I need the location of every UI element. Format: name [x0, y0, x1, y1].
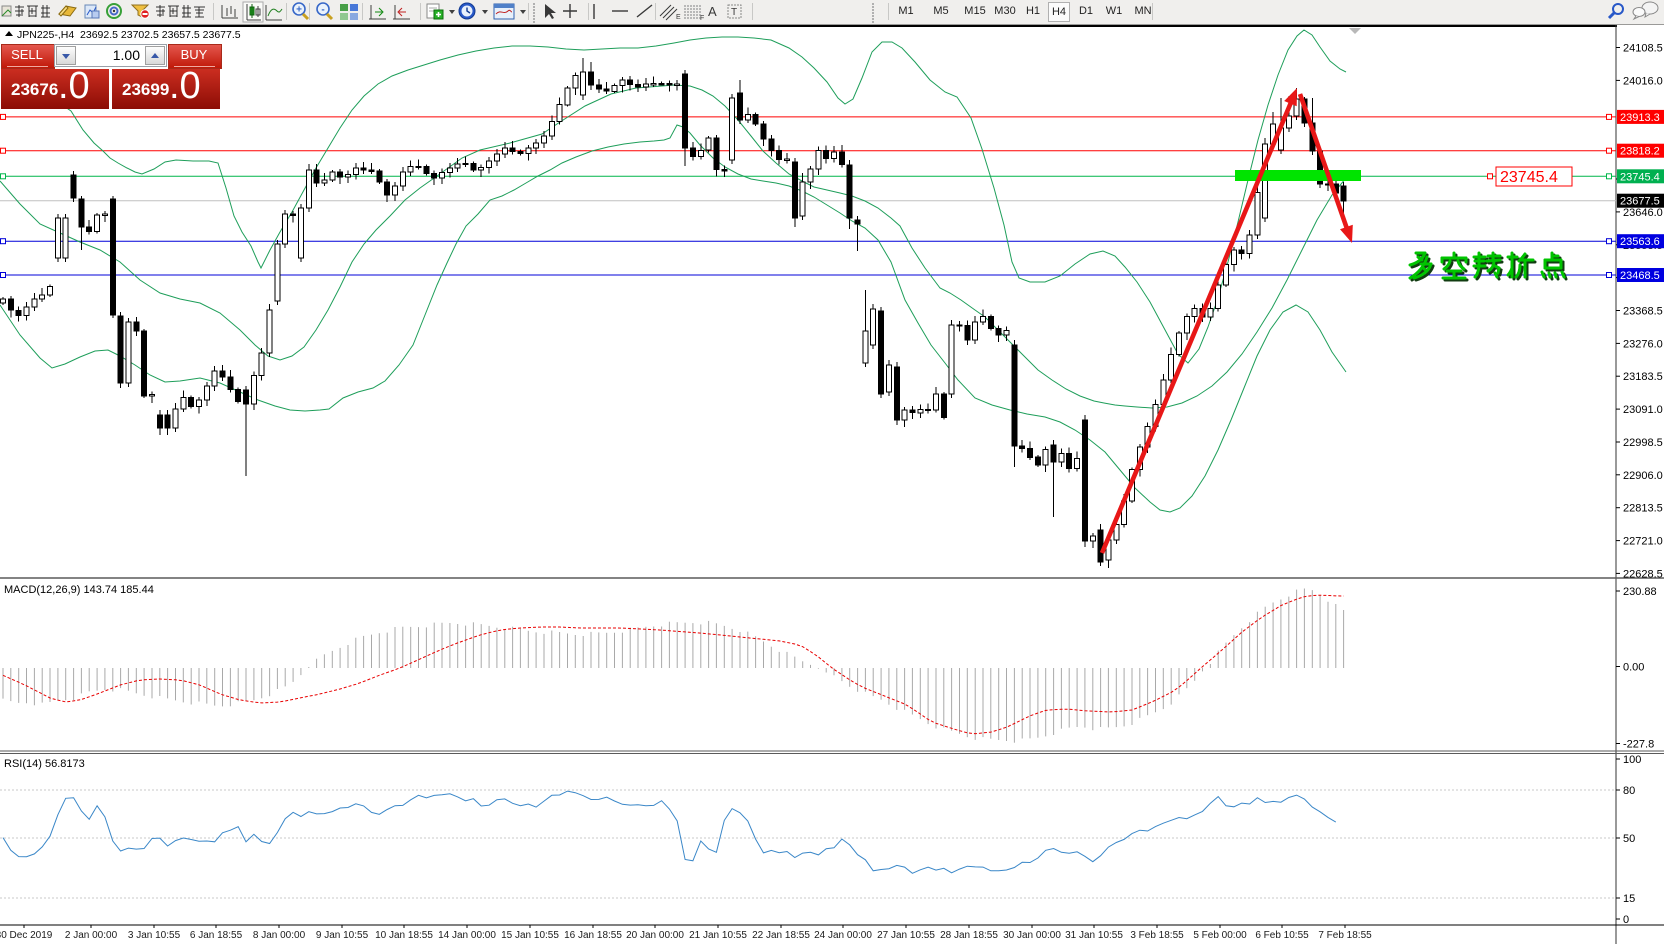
svg-text:27 Jan 10:55: 27 Jan 10:55	[877, 930, 935, 941]
svg-text:23646.0: 23646.0	[1623, 207, 1663, 219]
svg-text:24 Jan 00:00: 24 Jan 00:00	[814, 930, 872, 941]
svg-text:RSI(14) 56.8173: RSI(14) 56.8173	[4, 758, 85, 770]
svg-text:E: E	[676, 14, 681, 21]
svg-text:2 Jan 00:00: 2 Jan 00:00	[65, 930, 118, 941]
svg-text:23468.5: 23468.5	[1620, 270, 1660, 282]
svg-text:JPN225-,H4 23692.5 23702.5 23: JPN225-,H4 23692.5 23702.5 23657.5 23677…	[17, 29, 241, 41]
svg-text:28 Jan 18:55: 28 Jan 18:55	[940, 930, 998, 941]
svg-text:-: -	[321, 5, 324, 16]
svg-text:15 Jan 10:55: 15 Jan 10:55	[501, 930, 559, 941]
svg-text:5 Feb 00:00: 5 Feb 00:00	[1193, 930, 1247, 941]
svg-text:31 Jan 10:55: 31 Jan 10:55	[1065, 930, 1123, 941]
svg-text:80: 80	[1623, 785, 1635, 797]
svg-text:9 Jan 10:55: 9 Jan 10:55	[316, 930, 369, 941]
svg-text:23091.0: 23091.0	[1623, 404, 1663, 416]
svg-text:22998.5: 22998.5	[1623, 437, 1663, 449]
svg-text:14 Jan 00:00: 14 Jan 00:00	[438, 930, 496, 941]
svg-text:23677.5: 23677.5	[1620, 196, 1660, 208]
svg-text:-227.8: -227.8	[1623, 739, 1654, 751]
svg-text:23745.4: 23745.4	[1500, 169, 1558, 186]
svg-text:230.88: 230.88	[1623, 586, 1657, 598]
svg-text:23563.6: 23563.6	[1620, 236, 1660, 248]
svg-text:23183.5: 23183.5	[1623, 371, 1663, 383]
svg-text:30 Dec 2019: 30 Dec 2019	[0, 930, 53, 941]
svg-text:30 Jan 00:00: 30 Jan 00:00	[1003, 930, 1061, 941]
svg-text:6 Feb 10:55: 6 Feb 10:55	[1255, 930, 1309, 941]
svg-text:8 Jan 00:00: 8 Jan 00:00	[253, 930, 306, 941]
svg-text:15: 15	[1623, 893, 1635, 905]
svg-text:T: T	[731, 7, 737, 18]
svg-text:F: F	[700, 15, 704, 22]
svg-text:3 Feb 18:55: 3 Feb 18:55	[1130, 930, 1184, 941]
svg-text:22813.5: 22813.5	[1623, 503, 1663, 515]
svg-text:23818.2: 23818.2	[1620, 146, 1660, 158]
svg-text:21 Jan 10:55: 21 Jan 10:55	[689, 930, 747, 941]
svg-text:22 Jan 18:55: 22 Jan 18:55	[752, 930, 810, 941]
svg-text:20 Jan 00:00: 20 Jan 00:00	[626, 930, 684, 941]
svg-text:6 Jan 18:55: 6 Jan 18:55	[190, 930, 243, 941]
svg-text:22906.0: 22906.0	[1623, 470, 1663, 482]
svg-text:0.00: 0.00	[1623, 662, 1644, 674]
svg-text:22628.5: 22628.5	[1623, 568, 1663, 580]
svg-text:3 Jan 10:55: 3 Jan 10:55	[128, 930, 181, 941]
svg-text:A: A	[708, 4, 717, 19]
svg-text:0: 0	[1623, 914, 1629, 926]
svg-text:24016.0: 24016.0	[1623, 75, 1663, 87]
svg-text:23276.0: 23276.0	[1623, 338, 1663, 350]
svg-text:+: +	[296, 5, 302, 16]
svg-text:100: 100	[1623, 754, 1641, 766]
svg-text:10 Jan 18:55: 10 Jan 18:55	[375, 930, 433, 941]
svg-text:23913.3: 23913.3	[1620, 112, 1660, 124]
svg-text:MACD(12,26,9) 143.74 185.44: MACD(12,26,9) 143.74 185.44	[4, 584, 154, 596]
svg-text:23368.5: 23368.5	[1623, 306, 1663, 318]
svg-text:24108.5: 24108.5	[1623, 43, 1663, 55]
svg-text:16 Jan 18:55: 16 Jan 18:55	[564, 930, 622, 941]
svg-text:23745.4: 23745.4	[1620, 171, 1660, 183]
svg-text:7 Feb 18:55: 7 Feb 18:55	[1318, 930, 1372, 941]
svg-text:50: 50	[1623, 833, 1635, 845]
svg-text:22721.0: 22721.0	[1623, 536, 1663, 548]
